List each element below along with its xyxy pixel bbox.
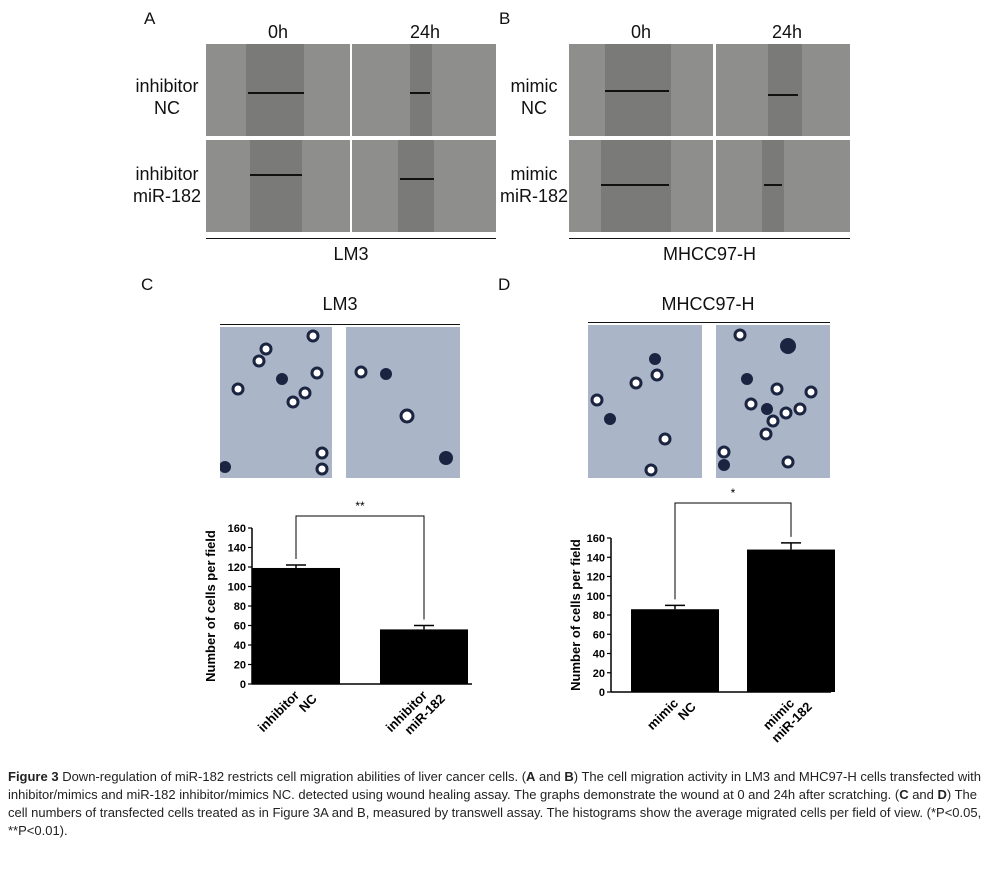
y-tick-label: 140	[587, 552, 605, 564]
significance-bracket	[674, 502, 792, 600]
significance-bracket	[295, 515, 425, 620]
wound-image-lm3-inhibitor-mir182-24h	[352, 140, 496, 232]
y-tick-label: 160	[587, 533, 605, 545]
panel-d-cell-line: MHCC97-H	[661, 294, 755, 314]
y-tick-label: 0	[240, 679, 246, 691]
category-label-line: NC	[296, 691, 320, 715]
panel-a-letter: A	[144, 9, 156, 28]
panel-b-underline	[569, 238, 850, 239]
panel-c-underline	[220, 324, 460, 325]
panel-b-letter: B	[499, 9, 511, 28]
wound-image-lm3-inhibitor-nc-24h	[352, 44, 496, 136]
y-tick-label: 80	[234, 601, 246, 613]
bar	[252, 567, 340, 684]
wound-image-lm3-inhibitor-nc-0h	[206, 44, 350, 136]
cells-overlay	[590, 353, 672, 477]
wound-image-mhcc-mimic-mir182-0h	[569, 140, 713, 232]
cells-overlay	[220, 329, 329, 476]
y-tick-label: 140	[228, 543, 246, 555]
y-tick-label: 100	[228, 582, 246, 594]
category-label-line: NC	[675, 699, 699, 723]
panel-b-cell-line: MHCC97-H	[662, 244, 756, 264]
panel-a-header-24h: 24h	[409, 22, 441, 42]
y-tick-label: 100	[587, 591, 605, 603]
panel-b-header-0h: 0h	[630, 22, 652, 42]
panel-a-row-label-1: inhibitor NC	[135, 76, 199, 118]
y-tick-label: 20	[234, 660, 246, 672]
y-tick-label: 40	[593, 649, 605, 661]
y-tick-label: 160	[228, 523, 246, 535]
y-tick-label: 60	[234, 621, 246, 633]
transwell-image-mhcc-mimic-nc	[588, 325, 702, 478]
transwell-image-lm3-inhibitor-mir182	[346, 327, 460, 478]
y-tick-label: 60	[593, 629, 605, 641]
cells-overlay	[354, 365, 453, 465]
y-tick-label: 0	[599, 687, 605, 699]
bar	[380, 629, 468, 684]
y-axis-label: Number of cells per field	[203, 530, 218, 682]
panel-a-row-label-2: inhibitor miR-182	[132, 164, 202, 206]
panel-b-header-24h: 24h	[771, 22, 803, 42]
panel-d-letter: D	[498, 275, 511, 294]
wound-image-mhcc-mimic-nc-0h	[569, 44, 713, 136]
panel-d-underline	[588, 322, 830, 323]
bar-chart-lm3: 0 20 40 60 80 100 120 140 160 Number of cells per…	[203, 499, 472, 745]
panel-a-cell-line: LM3	[333, 244, 369, 264]
wound-image-mhcc-mimic-mir182-24h	[716, 140, 850, 232]
panel-b-row-label-1: mimic NC	[510, 76, 558, 118]
category-label-line: inhibitor	[255, 688, 302, 735]
y-tick-label: 40	[234, 640, 246, 652]
category-label: mimicNC	[644, 688, 699, 743]
panel-a-underline	[206, 238, 496, 239]
category-label: mimicmiR-182	[758, 688, 815, 745]
y-tick-label: 80	[593, 610, 605, 622]
bar-chart-mhcc97h: 0 20 40 60 80 100 120 140 160 Number of cells per…	[568, 486, 835, 745]
y-tick-label: 20	[593, 668, 605, 680]
cells-overlay	[717, 328, 818, 471]
y-tick-label: 120	[228, 562, 246, 574]
transwell-image-lm3-inhibitor-nc	[220, 327, 332, 478]
y-axis-label: Number of cells per field	[568, 539, 583, 691]
category-label: inhibitorNC	[255, 680, 320, 745]
wound-image-lm3-inhibitor-mir182-0h	[206, 140, 350, 232]
bar	[747, 549, 835, 692]
transwell-image-mhcc-mimic-mir182	[716, 325, 830, 478]
panel-b-row-label-2: mimic miR-182	[499, 164, 569, 206]
figure-caption: Figure 3 Down-regulation of miR-182 rest…	[8, 769, 982, 838]
significance-label: *	[731, 486, 736, 500]
category-label: inhibitormiR-182	[383, 680, 448, 745]
bar	[631, 609, 719, 692]
panel-c-letter: C	[141, 275, 154, 294]
y-tick-label: 120	[587, 572, 605, 584]
caption-label: Figure 3	[8, 769, 59, 784]
significance-label: **	[355, 499, 365, 513]
panel-c-cell-line: LM3	[322, 294, 358, 314]
wound-image-mhcc-mimic-nc-24h	[716, 44, 850, 136]
panel-a-header-0h: 0h	[267, 22, 289, 42]
